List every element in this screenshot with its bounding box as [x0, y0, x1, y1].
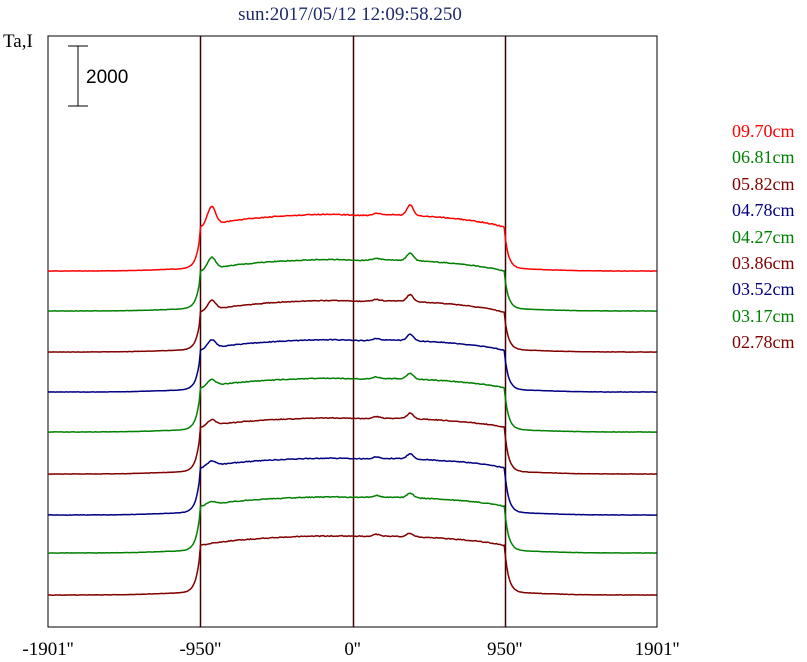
legend-entry: 04.27cm: [732, 226, 795, 247]
series-line-09.70cm: [47, 204, 657, 272]
legend-entry: 03.52cm: [732, 279, 795, 300]
legend-entry: 09.70cm: [732, 121, 795, 141]
vertical-reference-lines: [199, 36, 507, 627]
series-line-05.82cm: [47, 293, 657, 353]
series-line-02.78cm: [48, 532, 657, 596]
series-line-03.86cm: [47, 412, 657, 475]
legend: 09.70cm 06.81cm 05.82cm 04.78cm 04.27cm 03.86…: [732, 118, 795, 356]
x-tick-label-4: 1901'': [635, 639, 680, 660]
legend-entry: 04.78cm: [732, 200, 795, 221]
legend-entry: 03.17cm: [732, 305, 795, 326]
series-line-04.78cm: [47, 333, 657, 393]
scale-bar: 2000: [68, 45, 128, 107]
x-tick-label-1: -950'': [179, 639, 221, 660]
x-tick-label-0: -1901'': [22, 639, 73, 660]
x-tick-labels: -1901'' -950'' 0'' 950'' 1901'': [22, 639, 679, 660]
scale-bar-label: 2000: [86, 67, 128, 88]
series-line-06.81cm: [47, 252, 657, 312]
legend-entry: 05.82cm: [732, 173, 795, 194]
series-curves: [47, 204, 657, 596]
plot-frame: [47, 35, 658, 628]
x-tick-label-3: 950'': [487, 639, 522, 660]
legend-entry: 06.81cm: [732, 147, 795, 168]
x-tick-label-2: 0'': [344, 639, 360, 660]
legend-entry: 03.86cm: [732, 253, 795, 274]
chart-title: sun:2017/05/12 12:09:58.250: [238, 4, 462, 25]
series-line-03.52cm: [47, 453, 657, 516]
series-line-03.17cm: [47, 492, 657, 554]
series-line-04.27cm: [47, 372, 657, 433]
legend-entry: 02.78cm: [732, 332, 795, 353]
y-axis-label: Ta,I: [3, 31, 33, 52]
